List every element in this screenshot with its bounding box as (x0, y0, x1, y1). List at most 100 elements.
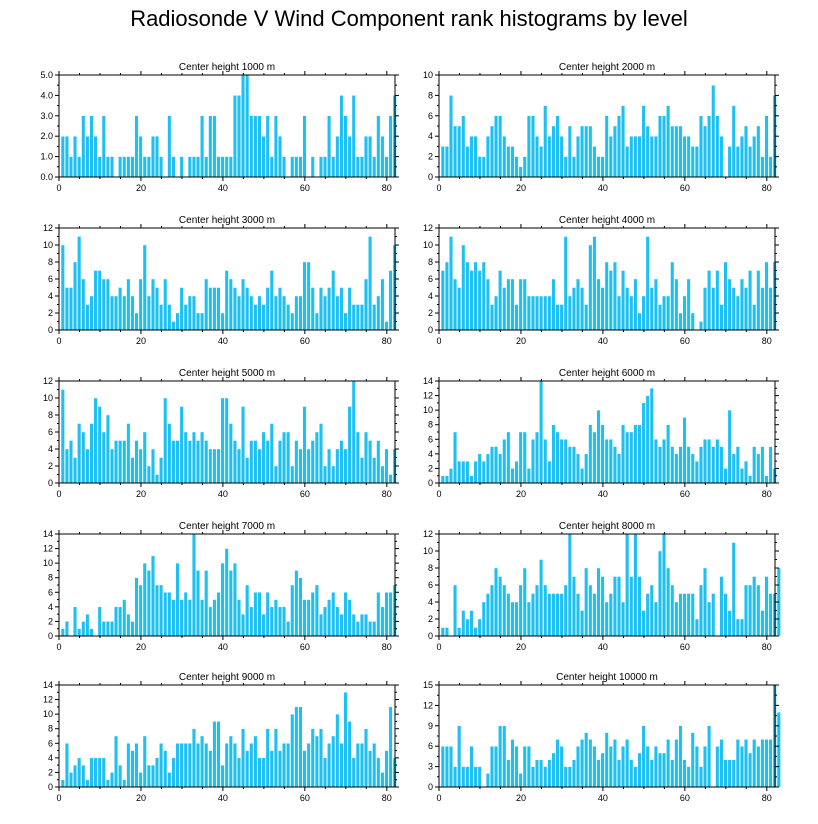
histogram-bar (457, 627, 462, 637)
histogram-bar (543, 584, 548, 637)
histogram-bar (273, 295, 278, 331)
y-tick-label: 8 (428, 90, 433, 100)
histogram-bar (167, 772, 172, 788)
histogram-bar (596, 567, 601, 637)
histogram-bar (617, 295, 621, 331)
histogram-bar (584, 732, 589, 788)
histogram-bar (118, 440, 123, 484)
histogram-bar (196, 743, 200, 788)
histogram-bar (764, 115, 769, 178)
histogram-bar (245, 584, 250, 637)
x-tick-label: 0 (436, 793, 441, 803)
histogram-bar (319, 156, 323, 178)
histogram-bar (522, 278, 527, 331)
histogram-bar (372, 304, 377, 331)
histogram-bar (167, 592, 172, 637)
histogram-bar (105, 779, 110, 788)
histogram-bar (469, 135, 474, 178)
histogram-bar (376, 757, 381, 788)
histogram-bar (278, 606, 282, 637)
histogram-bar (633, 135, 638, 178)
histogram-bar (739, 278, 744, 331)
histogram-bar (64, 621, 69, 637)
histogram-bar (604, 439, 609, 484)
histogram-bar (526, 746, 531, 788)
histogram-bar (146, 156, 151, 178)
histogram-bar (249, 606, 254, 637)
histogram-bar (498, 576, 503, 637)
histogram-bar (310, 728, 315, 788)
x-tick-label: 80 (762, 336, 772, 346)
histogram-bar (384, 750, 389, 788)
histogram-bar (637, 576, 642, 637)
y-tick-label: 1.0 (40, 152, 53, 162)
histogram-bar (306, 599, 311, 637)
histogram-bar (171, 321, 176, 331)
histogram-bar (253, 735, 258, 788)
histogram-bar (621, 746, 626, 788)
histogram-bar (179, 406, 184, 484)
histogram-bar (686, 135, 691, 178)
histogram-bar (118, 287, 123, 331)
histogram-bar (539, 759, 544, 788)
histogram-bar (105, 414, 110, 484)
histogram-bar (453, 766, 458, 788)
histogram-bar (588, 739, 593, 788)
histogram-bar (506, 431, 511, 484)
histogram-bar (510, 278, 515, 331)
histogram-bar (666, 567, 671, 637)
y-tick-label: 3 (428, 762, 433, 772)
histogram-bar (469, 270, 474, 331)
histogram-bar (731, 453, 736, 484)
histogram-bar (682, 593, 687, 637)
histogram-bar (735, 618, 740, 637)
histogram-bar (596, 409, 601, 484)
histogram-bar (290, 713, 295, 788)
histogram-bar (584, 125, 589, 178)
histogram-bar (302, 599, 307, 637)
histogram-bar (690, 593, 695, 637)
y-tick-label: 5.0 (40, 70, 53, 80)
y-tick-label: 4 (48, 444, 53, 454)
histogram-bar (298, 577, 303, 637)
histogram-bar (155, 757, 159, 788)
histogram-bar (93, 270, 98, 331)
histogram-bar (678, 725, 683, 788)
histogram-bar (711, 593, 716, 637)
histogram-bar (682, 759, 687, 788)
histogram-bar (81, 431, 86, 484)
histogram-bar (126, 278, 131, 331)
histogram-bar (331, 592, 336, 637)
histogram-bar (481, 156, 486, 178)
histogram-bar (380, 465, 385, 484)
histogram-bar (576, 278, 580, 331)
histogram-bar (130, 295, 135, 331)
x-tick-label: 60 (680, 642, 690, 652)
chart-panel: Center height 9000 m 0 2 4 6 8 10 12 14 0 20 40 60 80 (43, 672, 399, 803)
histogram-bar (776, 712, 781, 788)
x-tick-label: 80 (382, 793, 392, 803)
histogram-bar (343, 115, 348, 178)
histogram-bar (735, 446, 740, 484)
histogram-bar (163, 278, 168, 331)
histogram-bar (662, 439, 667, 484)
histogram-bar (237, 757, 241, 788)
x-tick-label: 40 (218, 336, 228, 346)
histogram-bar (604, 601, 609, 637)
histogram-bar (666, 424, 671, 484)
histogram-bar (535, 584, 539, 637)
histogram-bar (85, 613, 90, 637)
histogram-bar (739, 746, 744, 788)
histogram-bar (249, 440, 254, 484)
histogram-bar (146, 570, 151, 637)
histogram-bar (302, 406, 307, 484)
x-tick-label: 0 (436, 183, 441, 193)
histogram-bar (155, 474, 159, 484)
histogram-bar (485, 135, 490, 178)
histogram-bar (187, 156, 192, 178)
histogram-bar (134, 115, 139, 178)
histogram-bar (531, 593, 535, 637)
histogram-bar (93, 135, 98, 178)
histogram-bar (694, 146, 699, 178)
histogram-bar (440, 746, 445, 788)
